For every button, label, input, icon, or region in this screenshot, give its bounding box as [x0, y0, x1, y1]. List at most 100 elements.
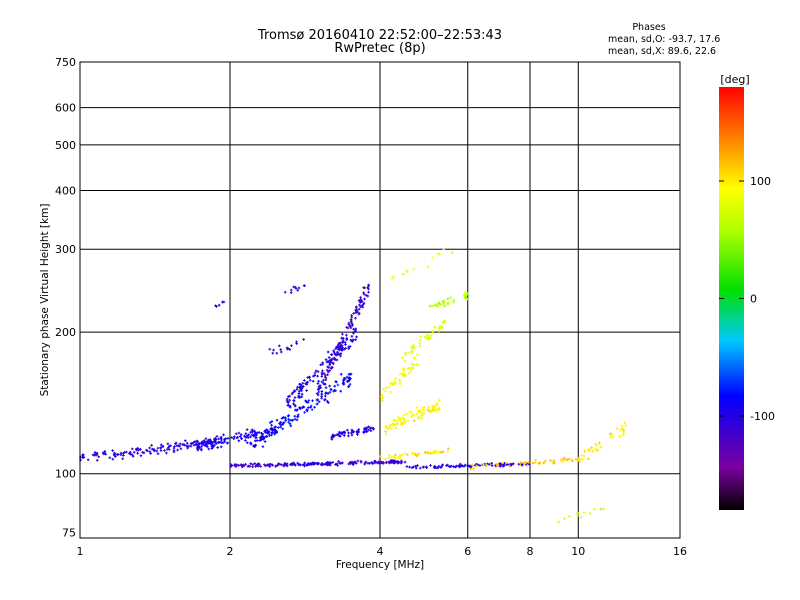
- data-point: [272, 348, 275, 352]
- data-point: [327, 461, 331, 464]
- data-point: [382, 387, 385, 391]
- data-point: [399, 419, 402, 422]
- data-point: [131, 447, 134, 451]
- data-point: [431, 256, 434, 260]
- data-point: [321, 369, 324, 373]
- data-point: [472, 467, 475, 470]
- data-point: [355, 310, 359, 314]
- data-point: [303, 284, 306, 288]
- data-point: [273, 425, 277, 429]
- data-point: [239, 435, 242, 438]
- data-point: [244, 463, 247, 466]
- legend-line-x: mean, sd,X: 89.6, 22.6: [608, 46, 716, 57]
- data-point: [203, 443, 207, 447]
- data-point: [347, 385, 350, 389]
- data-point: [327, 366, 331, 369]
- legend-title: Phases: [632, 22, 665, 33]
- data-point: [426, 337, 430, 340]
- data-point: [295, 418, 299, 422]
- data-point: [495, 462, 498, 466]
- data-point: [339, 352, 343, 355]
- data-point: [302, 385, 305, 388]
- data-point: [452, 300, 455, 304]
- data-point: [211, 441, 214, 445]
- data-point: [414, 464, 418, 468]
- data-point: [148, 446, 151, 450]
- data-point: [401, 372, 404, 376]
- data-point: [174, 441, 178, 445]
- data-point: [331, 461, 335, 464]
- data-point: [358, 303, 361, 307]
- data-point: [316, 382, 320, 385]
- data-point: [364, 427, 368, 431]
- colorbar-tick-label: 0: [750, 293, 757, 306]
- data-point: [86, 458, 90, 462]
- data-point: [298, 383, 302, 386]
- data-point: [328, 390, 332, 394]
- data-point: [384, 424, 388, 428]
- data-point: [352, 327, 355, 331]
- data-point: [408, 410, 412, 414]
- data-point: [316, 393, 320, 397]
- data-point: [622, 428, 626, 432]
- data-point: [468, 464, 472, 468]
- data-point: [446, 302, 450, 305]
- data-point: [296, 289, 300, 292]
- data-point: [583, 449, 586, 453]
- data-point: [341, 332, 344, 336]
- data-point: [304, 382, 307, 386]
- data-point: [333, 384, 337, 388]
- data-point: [295, 342, 298, 345]
- data-point: [393, 419, 397, 422]
- data-point: [438, 302, 442, 306]
- data-point: [406, 367, 410, 371]
- data-point: [421, 465, 425, 469]
- data-point: [345, 338, 348, 341]
- data-point: [438, 406, 441, 410]
- data-point: [217, 437, 221, 441]
- data-point: [389, 382, 393, 385]
- data-point: [508, 464, 511, 468]
- data-point: [362, 292, 366, 296]
- data-point: [388, 425, 391, 429]
- data-point: [279, 350, 283, 354]
- data-point: [330, 366, 334, 369]
- data-point: [297, 392, 301, 395]
- y-tick-label: 750: [55, 56, 76, 69]
- data-point: [359, 298, 362, 301]
- data-point: [182, 443, 186, 446]
- data-point: [534, 461, 537, 464]
- data-point: [288, 418, 292, 422]
- data-point: [404, 351, 407, 355]
- data-point: [410, 452, 414, 455]
- data-point: [505, 461, 509, 465]
- data-point: [344, 343, 347, 346]
- data-point: [312, 374, 315, 378]
- data-point: [437, 253, 441, 256]
- data-point: [199, 447, 203, 451]
- data-point: [463, 293, 467, 297]
- data-point: [413, 357, 417, 360]
- data-point: [410, 414, 414, 418]
- x-tick-label: 8: [527, 545, 534, 558]
- data-point: [288, 422, 292, 426]
- data-point: [132, 450, 136, 454]
- data-point: [334, 347, 338, 351]
- data-point: [372, 427, 375, 431]
- data-point: [336, 351, 340, 355]
- data-point: [385, 460, 388, 464]
- data-point: [401, 423, 405, 426]
- data-point: [422, 406, 426, 409]
- data-point: [412, 363, 415, 367]
- data-point: [279, 348, 283, 351]
- data-point: [234, 464, 238, 468]
- data-point: [252, 434, 256, 438]
- data-point: [340, 461, 344, 465]
- data-point: [276, 464, 279, 467]
- data-point: [349, 324, 352, 328]
- data-point: [172, 449, 176, 452]
- data-point: [392, 275, 395, 279]
- data-point: [254, 443, 258, 447]
- data-point: [423, 335, 427, 339]
